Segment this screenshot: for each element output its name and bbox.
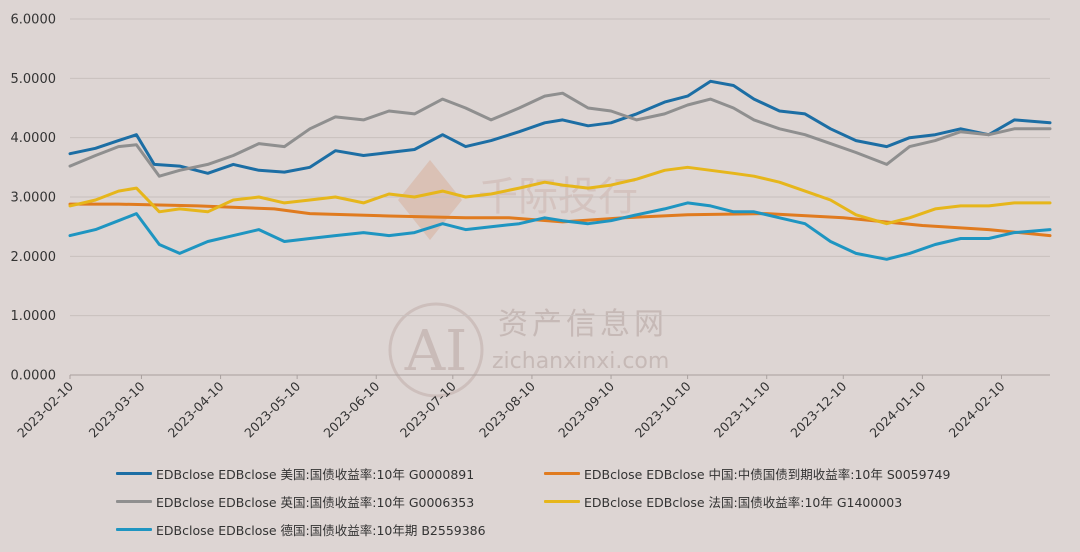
series-line-4 <box>68 201 1052 261</box>
legend-swatch <box>116 528 152 531</box>
legend-swatch <box>116 472 152 475</box>
legend-item-2: EDBclose EDBclose 英国:国债收益率:10年 G0006353 <box>116 492 474 511</box>
watermark-logo-ring <box>388 302 484 398</box>
series-line-0 <box>68 79 1052 175</box>
y-tick-label: 4.0000 <box>11 131 57 146</box>
gridlines <box>70 18 1050 376</box>
legend-item-0: EDBclose EDBclose 美国:国债收益率:10年 G0000891 <box>116 464 474 483</box>
y-axis: 0.0000 1.0000 2.0000 3.0000 4.0000 5.0000 6.00… <box>11 13 57 384</box>
legend: EDBclose EDBclose 美国:国债收益率:10年 G0000891 E… <box>0 456 1080 552</box>
watermark-brand-mark <box>398 160 462 240</box>
legend-item-1: EDBclose EDBclose 中国:中债国债到期收益率:10年 S0059… <box>544 464 950 483</box>
x-tick-label: 2023-07-10 <box>397 378 459 440</box>
x-tick-label: 2023-11-10 <box>711 378 773 440</box>
x-tick-label: 2024-01-10 <box>867 378 929 440</box>
y-tick-label: 3.0000 <box>11 191 57 206</box>
x-tick-label: 2023-06-10 <box>320 378 382 440</box>
x-tick-label: 2023-04-10 <box>165 378 227 440</box>
legend-label: EDBclose EDBclose 法国:国债收益率:10年 G1400003 <box>584 495 903 510</box>
series-line-2 <box>68 91 1052 178</box>
x-axis: 2023-02-10 2023-03-10 2023-04-10 2023-05-10… <box>14 375 1008 440</box>
watermark-logo: AI <box>404 319 468 384</box>
legend-swatch <box>544 472 580 475</box>
y-tick-label: 6.0000 <box>11 13 57 28</box>
y-tick-label: 0.0000 <box>11 369 57 384</box>
x-tick-label: 2023-05-10 <box>241 378 303 440</box>
y-tick-label: 5.0000 <box>11 72 57 87</box>
series-lines <box>68 79 1052 261</box>
y-tick-label: 2.0000 <box>11 250 57 265</box>
legend-item-3: EDBclose EDBclose 法国:国债收益率:10年 G1400003 <box>544 492 902 511</box>
watermark-text-cn: 资产信息网 <box>498 307 668 342</box>
x-tick-label: 2023-02-10 <box>14 378 76 440</box>
series-line-3 <box>68 165 1052 226</box>
x-tick-label: 2023-09-10 <box>555 378 617 440</box>
x-tick-label: 2023-12-10 <box>787 378 849 440</box>
legend-label: EDBclose EDBclose 美国:国债收益率:10年 G0000891 <box>156 467 475 482</box>
legend-swatch <box>116 500 152 503</box>
legend-label: EDBclose EDBclose 德国:国债收益率:10年期 B2559386 <box>156 523 486 538</box>
watermark-text-en: zichanxinxi.com <box>492 349 669 374</box>
x-tick-label: 2024-02-10 <box>946 378 1008 440</box>
x-tick-label: 2023-08-10 <box>476 378 538 440</box>
legend-item-4: EDBclose EDBclose 德国:国债收益率:10年期 B2559386 <box>116 520 486 539</box>
legend-label: EDBclose EDBclose 英国:国债收益率:10年 G0006353 <box>156 495 475 510</box>
x-tick-label: 2023-10-10 <box>632 378 694 440</box>
y-tick-label: 1.0000 <box>11 309 57 324</box>
legend-label: EDBclose EDBclose 中国:中债国债到期收益率:10年 S0059… <box>584 467 951 482</box>
legend-swatch <box>544 500 580 503</box>
x-tick-label: 2023-03-10 <box>86 378 148 440</box>
